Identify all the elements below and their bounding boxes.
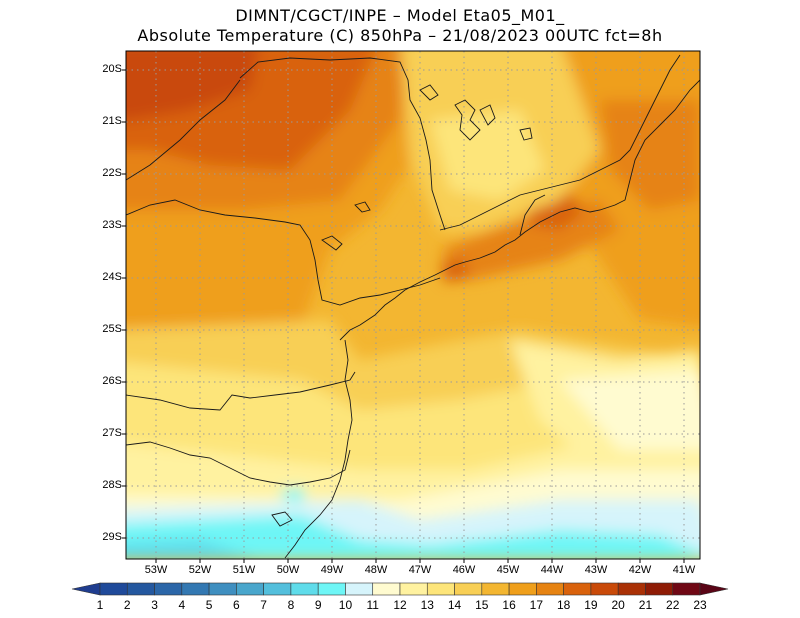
colorbar-segment bbox=[290, 582, 319, 596]
colorbar-label: 18 bbox=[556, 598, 571, 612]
colorbar-label: 22 bbox=[666, 598, 680, 612]
lat-label: 25S bbox=[102, 323, 122, 335]
lon-label: 52W bbox=[188, 564, 212, 576]
lat-label: 20S bbox=[102, 63, 122, 75]
lon-label: 48W bbox=[364, 564, 388, 576]
colorbar-label: 1 bbox=[96, 598, 104, 612]
colorbar-label: 21 bbox=[638, 598, 653, 612]
colorbar-segment bbox=[126, 582, 155, 596]
colorbar-segment bbox=[508, 582, 537, 596]
colorbar-segment bbox=[426, 582, 455, 596]
colorbar-segment bbox=[208, 582, 237, 596]
colorbar-segment bbox=[154, 582, 183, 596]
map-title-line1: DIMNT/CGCT/INPE – Model Eta05_M01_ bbox=[235, 6, 565, 25]
colorbar-label: 13 bbox=[420, 598, 434, 612]
axis-ticks bbox=[122, 69, 685, 563]
colorbar-label: 9 bbox=[314, 598, 322, 612]
colorbar-segment bbox=[399, 582, 428, 596]
colorbar-label: 4 bbox=[178, 598, 186, 612]
colorbar-segment bbox=[317, 582, 346, 596]
lon-label: 43W bbox=[584, 564, 608, 576]
lat-label: 22S bbox=[102, 167, 122, 179]
temperature-field bbox=[126, 51, 700, 559]
lat-label: 24S bbox=[102, 271, 122, 283]
lon-label: 49W bbox=[320, 564, 344, 576]
colorbar-segment bbox=[236, 582, 264, 596]
lat-label: 23S bbox=[102, 219, 122, 231]
lon-label: 45W bbox=[496, 564, 520, 576]
colorbar bbox=[71, 582, 729, 596]
colorbar-label: 16 bbox=[502, 598, 516, 612]
colorbar-label: 7 bbox=[260, 598, 267, 612]
lat-label: 21S bbox=[102, 115, 122, 127]
plot-frame bbox=[125, 50, 701, 560]
colorbar-segment bbox=[617, 582, 646, 596]
colorbar-segment bbox=[181, 582, 210, 596]
colorbar-label: 5 bbox=[205, 598, 213, 612]
colorbar-label: 8 bbox=[287, 598, 295, 612]
lat-label: 28S bbox=[102, 479, 122, 491]
lon-label: 44W bbox=[540, 564, 564, 576]
colorbar-segment bbox=[481, 582, 510, 596]
map-title-line2: Absolute Temperature (C) 850hPa – 21/08/… bbox=[137, 26, 663, 45]
colorbar-label: 15 bbox=[475, 598, 489, 612]
colorbar-label: 11 bbox=[366, 598, 379, 612]
colorbar-label: 12 bbox=[393, 598, 407, 612]
lat-label: 27S bbox=[102, 427, 122, 439]
lon-label: 41W bbox=[672, 564, 696, 576]
colorbar-segment bbox=[263, 582, 292, 596]
colorbar-label: 6 bbox=[233, 598, 240, 612]
colorbar-label: 3 bbox=[151, 598, 158, 612]
lon-label: 51W bbox=[232, 564, 256, 576]
colorbar-segment bbox=[672, 582, 701, 596]
map-boundaries bbox=[126, 54, 700, 559]
lat-label: 26S bbox=[102, 375, 122, 387]
colorbar-segment bbox=[372, 582, 401, 596]
colorbar-label: 19 bbox=[584, 598, 598, 612]
colorbar-segment bbox=[699, 582, 729, 596]
lon-label: 50W bbox=[276, 564, 300, 576]
colorbar-label: 10 bbox=[338, 598, 353, 612]
colorbar-label: 17 bbox=[529, 598, 544, 612]
colorbar-segment bbox=[454, 582, 483, 596]
colorbar-label: 2 bbox=[123, 598, 131, 612]
map-gridlines bbox=[126, 51, 700, 559]
lon-label: 46W bbox=[452, 564, 476, 576]
lat-label: 29S bbox=[102, 531, 122, 543]
colorbar-segment bbox=[345, 582, 374, 596]
lon-label: 53W bbox=[144, 564, 168, 576]
colorbar-segment bbox=[99, 582, 128, 596]
colorbar-label: 23 bbox=[693, 598, 707, 612]
colorbar-segment bbox=[645, 582, 674, 596]
colorbar-segment bbox=[536, 582, 564, 596]
colorbar-label: 14 bbox=[447, 598, 462, 612]
colorbar-label: 20 bbox=[611, 598, 625, 612]
colorbar-segment bbox=[590, 582, 619, 596]
lon-label: 42W bbox=[628, 564, 652, 576]
lon-label: 47W bbox=[408, 564, 432, 576]
colorbar-segment bbox=[71, 582, 101, 596]
colorbar-segment bbox=[563, 582, 592, 596]
